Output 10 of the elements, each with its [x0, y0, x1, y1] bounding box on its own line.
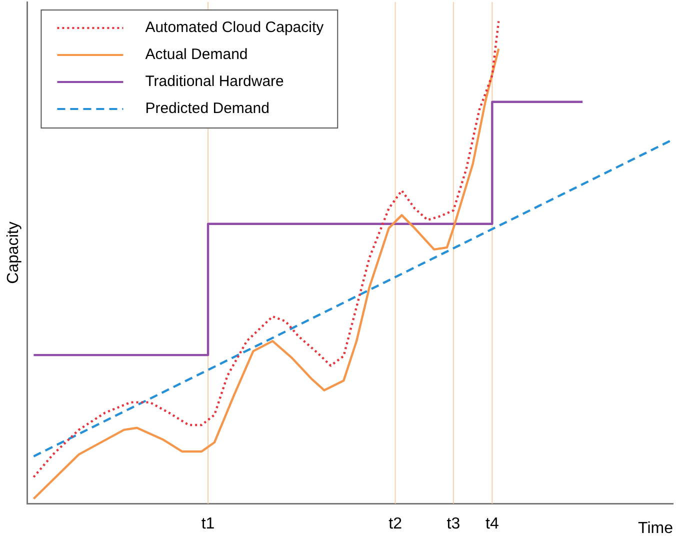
x-tick-label: t4 — [486, 516, 499, 533]
legend-label: Actual Demand — [145, 46, 248, 64]
legend-label: Automated Cloud Capacity — [145, 19, 324, 36]
x-tick-label: t3 — [446, 516, 460, 533]
y-axis-title: Capacity — [5, 222, 22, 284]
x-tick-label: t2 — [388, 516, 402, 533]
x-axis-title: Time — [638, 520, 674, 537]
legend-label: Predicted Demand — [145, 100, 270, 118]
legend-label: Traditional Hardware — [145, 73, 284, 90]
x-tick-label: t1 — [201, 516, 215, 533]
